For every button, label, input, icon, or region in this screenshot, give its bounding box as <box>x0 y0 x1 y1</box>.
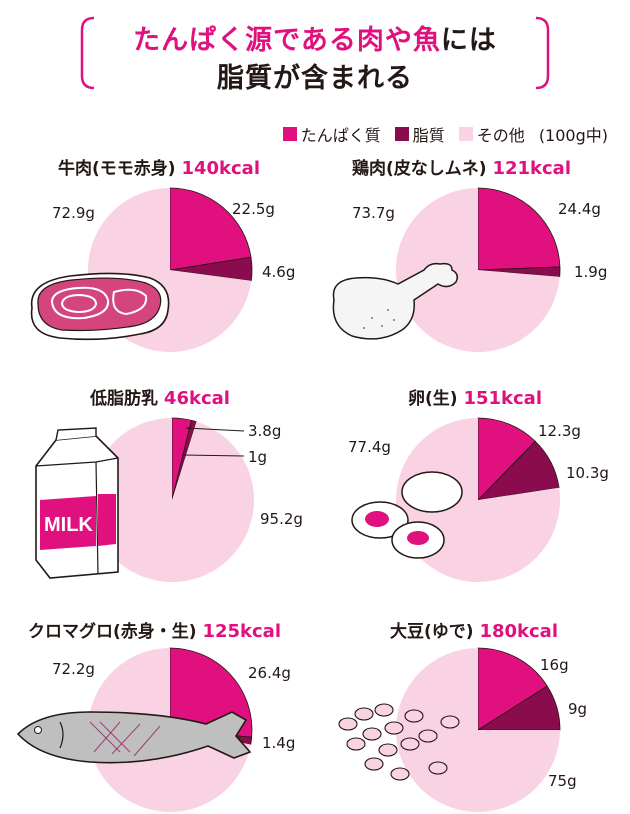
kcal-label: 140kcal <box>181 158 260 179</box>
chart-title-tuna: クロマグロ(赤身・生) 125kcal <box>28 617 281 642</box>
chicken-drumstick-icon <box>332 262 459 340</box>
kcal-label: 121kcal <box>492 158 571 179</box>
legend: たんぱく質 脂質 その他 (100g中) <box>282 122 608 146</box>
legend-label-other: その他 <box>476 126 525 145</box>
pie-slice-beef-fat <box>169 256 253 282</box>
chart-title-text: 鶏肉(皮なしムネ) <box>352 159 487 179</box>
page-title-line1: たんぱく源である肉や魚には <box>0 18 630 57</box>
data-label-egg-other: 77.4g <box>348 438 391 456</box>
legend-swatch-fat <box>394 127 409 141</box>
right-bracket-icon <box>535 16 550 90</box>
data-label-tuna-protein: 26.4g <box>248 664 291 682</box>
page-title-line2: 脂質が含まれる <box>217 63 413 94</box>
pie-slice-soy-protein <box>477 647 548 731</box>
soybean-icon <box>338 703 460 781</box>
data-label-tuna-other: 72.2g <box>52 660 95 678</box>
data-label-beef-other: 72.9g <box>52 204 95 222</box>
chart-title-text: 卵(生) <box>408 389 458 409</box>
chart-title-text: 牛肉(モモ赤身) <box>58 159 176 179</box>
chart-title-beef: 牛肉(モモ赤身) 140kcal <box>58 154 260 179</box>
legend-swatch-other <box>458 127 473 141</box>
data-label-egg-protein: 12.3g <box>538 422 581 440</box>
data-label-tuna-fat: 1.4g <box>262 734 296 752</box>
chart-title-text: 大豆(ゆで) <box>390 622 474 642</box>
data-label-soy-fat: 9g <box>568 700 588 718</box>
data-label-chicken-other: 73.7g <box>352 204 395 222</box>
legend-item-protein: たんぱく質 <box>282 122 381 146</box>
data-label-chicken-fat: 1.9g <box>574 263 608 281</box>
kcal-label: 46kcal <box>163 388 230 409</box>
pie-slice-chicken-other <box>396 187 560 352</box>
beef-steak-icon <box>30 272 170 341</box>
chart-title-chicken: 鶏肉(皮なしムネ) 121kcal <box>352 154 571 179</box>
data-label-soy-other: 75g <box>548 772 577 790</box>
chart-title-egg: 卵(生) 151kcal <box>408 384 542 409</box>
data-label-milk-other: 95.2g <box>260 510 303 528</box>
chart-title-soybean: 大豆(ゆで) 180kcal <box>390 617 558 642</box>
legend-label-fat: 脂質 <box>412 126 445 145</box>
pie-slice-chicken-protein <box>477 187 561 271</box>
data-label-beef-fat: 4.6g <box>262 263 296 281</box>
pie-slice-egg-fat <box>476 440 560 501</box>
tuna-fish-icon <box>16 711 252 764</box>
chart-title-text: クロマグロ(赤身・生) <box>28 622 197 642</box>
legend-item-other: その他 <box>458 122 525 146</box>
data-label-egg-fat: 10.3g <box>566 464 609 482</box>
kcal-label: 180kcal <box>479 621 558 642</box>
title-tail: には <box>440 25 497 56</box>
pie-slice-egg-protein <box>477 417 536 501</box>
kcal-label: 125kcal <box>202 621 281 642</box>
data-label-beef-protein: 22.5g <box>232 200 275 218</box>
title-highlight: たんぱく源である肉や魚 <box>133 25 441 56</box>
pie-slice-milk-fat <box>171 419 197 501</box>
milk-carton-icon: MILK <box>35 427 119 579</box>
legend-item-fat: 脂質 <box>394 122 445 146</box>
legend-label-protein: たんぱく質 <box>300 126 381 145</box>
boiled-egg-icon <box>351 471 463 559</box>
milk-carton-text: MILK <box>44 514 93 536</box>
leader-line-milk-protein <box>185 427 245 432</box>
pie-slice-beef-protein <box>169 187 252 271</box>
leader-line-milk-fat <box>182 454 245 457</box>
chart-title-lowfat-milk: 低脂肪乳 46kcal <box>90 384 230 409</box>
data-label-soy-protein: 16g <box>540 656 569 674</box>
legend-unit: (100g中) <box>538 126 608 145</box>
data-label-chicken-protein: 24.4g <box>558 200 601 218</box>
pie-slice-soy-fat <box>476 685 561 731</box>
legend-swatch-protein <box>282 127 297 141</box>
pie-slice-milk-other <box>89 418 255 582</box>
data-label-milk-fat: 1g <box>248 448 268 466</box>
title-area: たんぱく源である肉や魚には 脂質が含まれる <box>0 0 630 100</box>
left-bracket-icon <box>80 16 95 90</box>
kcal-label: 151kcal <box>463 388 542 409</box>
chart-title-text: 低脂肪乳 <box>90 389 158 409</box>
data-label-milk-protein: 3.8g <box>248 422 282 440</box>
pie-slice-chicken-fat <box>477 266 561 278</box>
